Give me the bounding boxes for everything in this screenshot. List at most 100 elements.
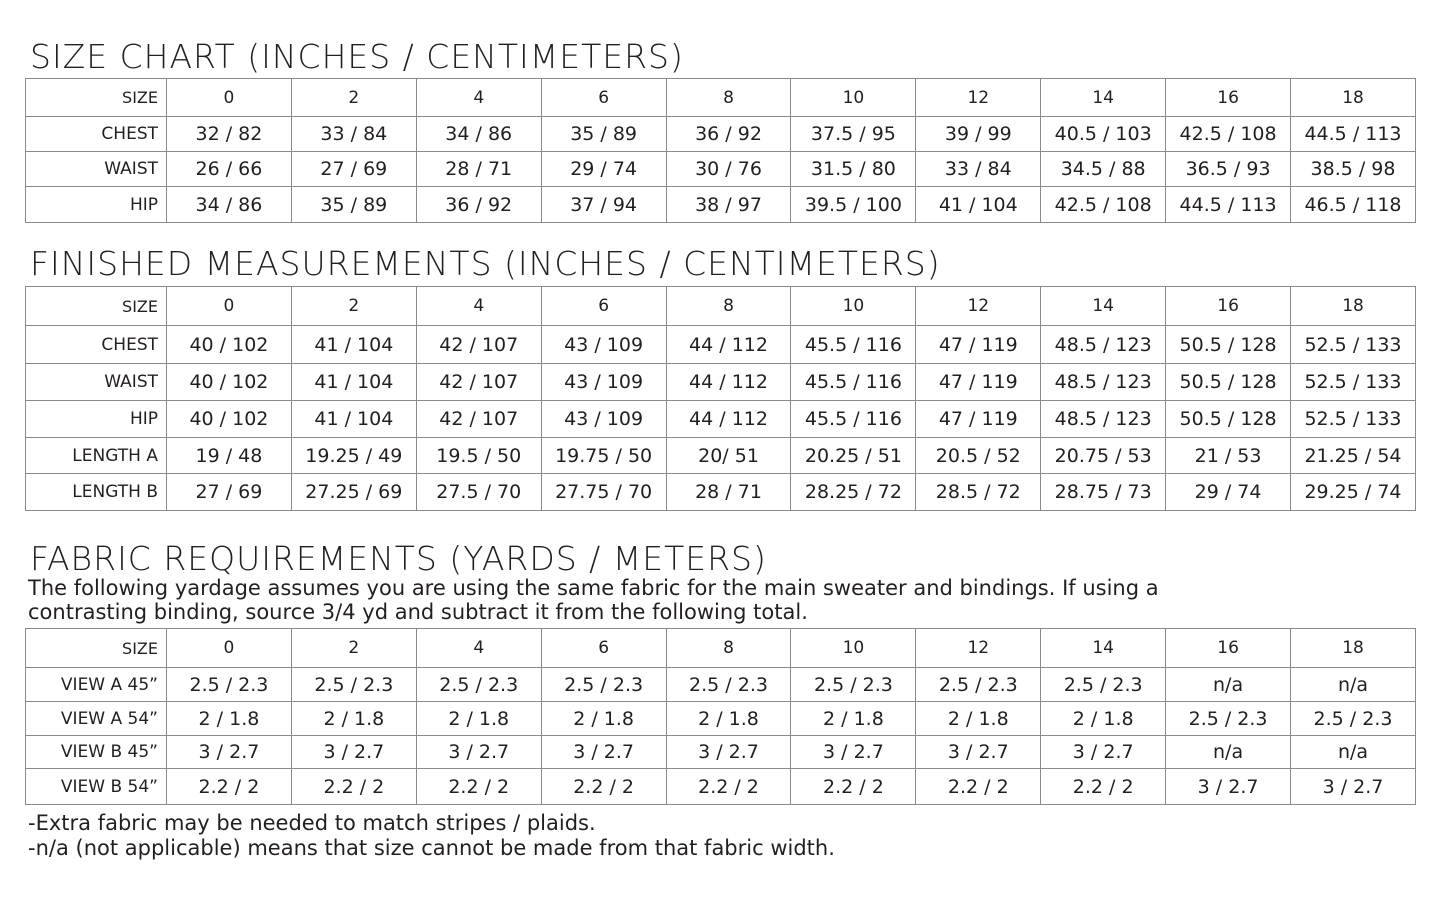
table-cell: 42 / 107 <box>415 400 542 438</box>
table-cell: 34.5 / 88 <box>1040 151 1167 187</box>
table-cell: 21 / 53 <box>1165 437 1292 474</box>
table-cell: 41 / 104 <box>290 325 417 364</box>
fabric-note-stripes: -Extra fabric may be needed to match str… <box>28 811 596 835</box>
table-cell: 28.75 / 73 <box>1040 473 1167 511</box>
table-cell: 2 / 1.8 <box>540 701 667 736</box>
header-row: SIZE 0 2 4 6 8 10 12 14 16 18 <box>25 78 1416 117</box>
table-cell: 43 / 109 <box>540 363 667 401</box>
table-cell: 2.5 / 2.3 <box>540 667 667 702</box>
table-cell: 42 / 107 <box>415 325 542 364</box>
table-cell: 3 / 2.7 <box>415 735 542 769</box>
size-header-cell: 8 <box>665 286 792 326</box>
table-cell: 28 / 71 <box>665 473 792 511</box>
row-label: LENGTH B <box>25 473 167 511</box>
table-cell: 2 / 1.8 <box>415 701 542 736</box>
fabric-intro-line-1: The following yardage assumes you are us… <box>28 576 1159 600</box>
size-header-cell: 8 <box>665 628 792 668</box>
table-cell: 39.5 / 100 <box>790 186 917 223</box>
table-cell: 27.25 / 69 <box>290 473 417 511</box>
size-chart-title: SIZE CHART (INCHES / CENTIMETERS) <box>30 37 684 76</box>
table-cell: 42.5 / 108 <box>1165 116 1292 152</box>
table-row: LENGTH B 27 / 69 27.25 / 69 27.5 / 70 27.75 … <box>25 473 1416 511</box>
table-cell: 45.5 / 116 <box>790 325 917 364</box>
table-cell: 2.5 / 2.3 <box>1165 701 1292 736</box>
table-cell: 2.5 / 2.3 <box>415 667 542 702</box>
table-cell: 48.5 / 123 <box>1040 400 1167 438</box>
size-header-cell: 14 <box>1040 78 1167 117</box>
table-row: LENGTH A 19 / 48 19.25 / 49 19.5 / 50 19.75 … <box>25 437 1416 474</box>
table-cell: 20/ 51 <box>665 437 792 474</box>
table-cell: 29.25 / 74 <box>1290 473 1416 511</box>
table-row: HIP 34 / 86 35 / 89 36 / 92 37 / 94 38 / 97 39… <box>25 186 1416 223</box>
table-cell: 46.5 / 118 <box>1290 186 1416 223</box>
fabric-requirements-table: SIZE 0 2 4 6 8 10 12 14 16 18 VIEW A 45” 2.5 / 2.3 2.… <box>25 628 1416 805</box>
table-cell: 50.5 / 128 <box>1165 325 1292 364</box>
table-cell: 50.5 / 128 <box>1165 400 1292 438</box>
table-cell: 2.5 / 2.3 <box>1040 667 1167 702</box>
size-header-cell: 10 <box>790 628 917 668</box>
table-cell: 39 / 99 <box>915 116 1042 152</box>
fabric-requirements-title: FABRIC REQUIREMENTS (YARDS / METERS) <box>30 539 767 578</box>
table-cell: 2.2 / 2 <box>415 768 542 805</box>
header-row: SIZE 0 2 4 6 8 10 12 14 16 18 <box>25 286 1416 326</box>
table-row: WAIST 40 / 102 41 / 104 42 / 107 43 / 109 44 … <box>25 363 1416 401</box>
table-cell: 3 / 2.7 <box>1290 768 1416 805</box>
table-cell: 29 / 74 <box>540 151 667 187</box>
row-label: CHEST <box>25 116 167 152</box>
size-header-cell: 16 <box>1165 286 1292 326</box>
table-cell: 19 / 48 <box>166 437 292 474</box>
table-cell: 35 / 89 <box>290 186 417 223</box>
table-row: CHEST 32 / 82 33 / 84 34 / 86 35 / 89 36 / 92… <box>25 116 1416 152</box>
table-cell: 3 / 2.7 <box>665 735 792 769</box>
size-header-cell: 2 <box>290 78 417 117</box>
header-row: SIZE 0 2 4 6 8 10 12 14 16 18 <box>25 628 1416 668</box>
table-cell: 27.5 / 70 <box>415 473 542 511</box>
table-cell: 2.5 / 2.3 <box>790 667 917 702</box>
table-cell: 31.5 / 80 <box>790 151 917 187</box>
table-cell: 20.5 / 52 <box>915 437 1042 474</box>
size-header-cell: 4 <box>415 78 542 117</box>
table-cell: 40 / 102 <box>166 363 292 401</box>
size-header-cell: 8 <box>665 78 792 117</box>
size-header-cell: 2 <box>290 286 417 326</box>
table-cell: 2 / 1.8 <box>166 701 292 736</box>
table-cell: 52.5 / 133 <box>1290 363 1416 401</box>
row-label: HIP <box>25 400 167 438</box>
table-cell: 36.5 / 93 <box>1165 151 1292 187</box>
size-header-cell: 18 <box>1290 628 1416 668</box>
row-label: VIEW A 54” <box>25 701 167 736</box>
table-cell: 27 / 69 <box>290 151 417 187</box>
table-cell: 2.2 / 2 <box>665 768 792 805</box>
size-header-cell: 6 <box>540 286 667 326</box>
table-cell: 19.75 / 50 <box>540 437 667 474</box>
table-cell: n/a <box>1290 735 1416 769</box>
size-header-cell: 12 <box>915 628 1042 668</box>
size-header-cell: 14 <box>1040 286 1167 326</box>
table-cell: 41 / 104 <box>915 186 1042 223</box>
table-cell: 27 / 69 <box>166 473 292 511</box>
table-cell: 52.5 / 133 <box>1290 325 1416 364</box>
table-cell: 45.5 / 116 <box>790 400 917 438</box>
table-cell: 28.5 / 72 <box>915 473 1042 511</box>
table-cell: n/a <box>1165 667 1292 702</box>
table-cell: 3 / 2.7 <box>1040 735 1167 769</box>
table-cell: 52.5 / 133 <box>1290 400 1416 438</box>
size-header-cell: 16 <box>1165 628 1292 668</box>
table-cell: 21.25 / 54 <box>1290 437 1416 474</box>
row-label: HIP <box>25 186 167 223</box>
size-header-cell: 4 <box>415 628 542 668</box>
table-row: HIP 40 / 102 41 / 104 42 / 107 43 / 109 44 / … <box>25 400 1416 438</box>
table-cell: 26 / 66 <box>166 151 292 187</box>
size-header-cell: 6 <box>540 628 667 668</box>
size-label: SIZE <box>25 286 167 326</box>
table-cell: 32 / 82 <box>166 116 292 152</box>
size-header-cell: 18 <box>1290 286 1416 326</box>
row-label: CHEST <box>25 325 167 364</box>
table-cell: 33 / 84 <box>915 151 1042 187</box>
size-header-cell: 2 <box>290 628 417 668</box>
finished-measurements-title: FINISHED MEASUREMENTS (INCHES / CENTIMET… <box>30 244 941 283</box>
table-cell: 50.5 / 128 <box>1165 363 1292 401</box>
table-cell: 48.5 / 123 <box>1040 363 1167 401</box>
table-cell: 2.2 / 2 <box>1040 768 1167 805</box>
table-cell: n/a <box>1290 667 1416 702</box>
